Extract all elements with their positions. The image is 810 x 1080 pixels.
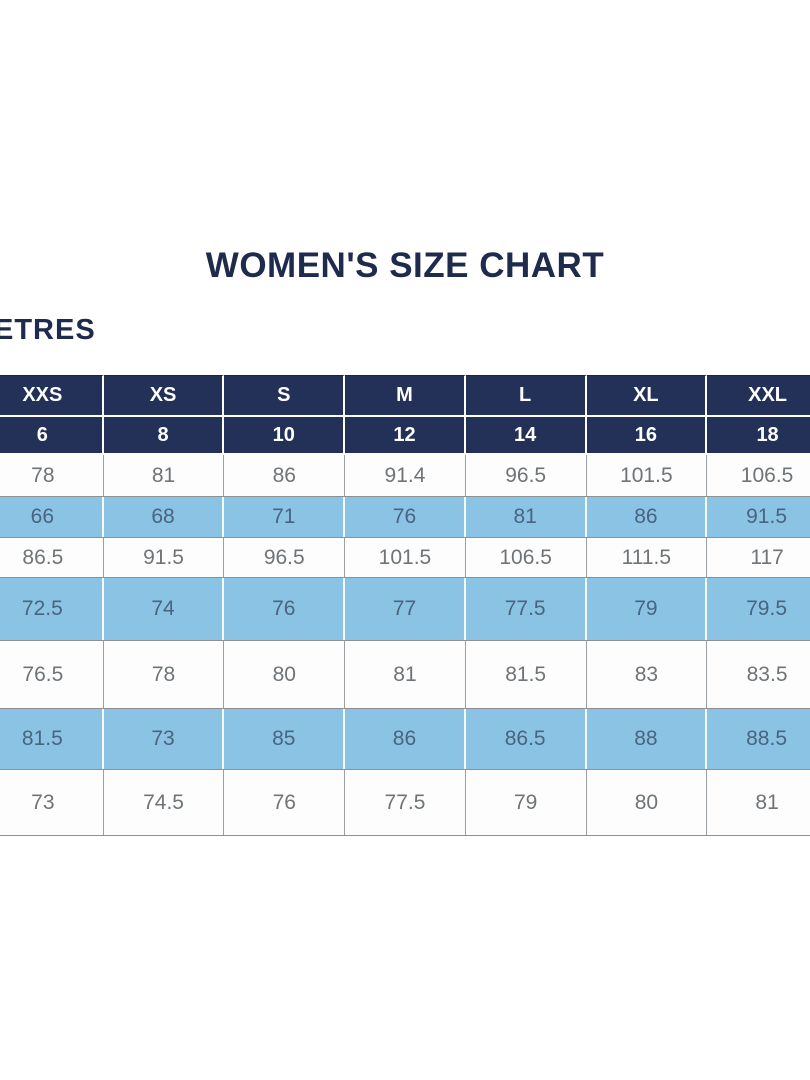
measurement-cell: 76.5 — [0, 641, 104, 708]
measurement-cell: 77.5 — [465, 578, 587, 640]
measurement-cell: 78 — [0, 455, 104, 496]
size-label-header-cell: XL — [586, 375, 708, 417]
size-label-header-cell: L — [465, 375, 587, 417]
measurement-cell: 91.4 — [345, 455, 466, 496]
measurement-cell: 74.5 — [103, 770, 225, 835]
numeric-size-header-cell: 18 — [707, 417, 810, 455]
measurement-row: 78 81 86 91.4 96.5 101.5 106.5 — [0, 455, 810, 497]
measurement-cell: 96.5 — [224, 538, 346, 577]
size-label-header-cell: S — [224, 375, 346, 417]
measurement-cell: 111.5 — [586, 538, 708, 577]
measurement-cell: 83 — [586, 641, 708, 708]
measurement-cell: 76 — [224, 578, 346, 640]
measurement-cell: 73 — [0, 770, 104, 835]
measurement-cell: 81 — [465, 497, 587, 537]
numeric-size-header-cell: 14 — [465, 417, 587, 455]
measurement-cell: 101.5 — [586, 455, 708, 496]
measurement-cell: 72.5 — [0, 578, 104, 640]
units-label: ETRES — [0, 314, 96, 346]
measurement-cell: 74 — [103, 578, 225, 640]
measurement-row: 72.5 74 76 77 77.5 79 79.5 — [0, 578, 810, 641]
numeric-size-header-cell: 16 — [586, 417, 708, 455]
size-chart-table: XXS XS S M L XL XXL 6 8 10 12 14 16 18 78 81 86 91.4 96.… — [0, 375, 810, 836]
measurement-cell: 68 — [103, 497, 225, 537]
measurement-row: 81.5 73 85 86 86.5 88 88.5 — [0, 709, 810, 770]
measurement-cell: 88.5 — [707, 709, 810, 769]
numeric-size-header-cell: 10 — [224, 417, 346, 455]
measurement-cell: 81.5 — [0, 709, 104, 769]
measurement-row: 86.5 91.5 96.5 101.5 106.5 111.5 117 — [0, 538, 810, 578]
measurement-cell: 76 — [345, 497, 466, 537]
measurement-cell: 66 — [0, 497, 104, 537]
measurement-cell: 79 — [586, 578, 708, 640]
measurement-cell: 77.5 — [345, 770, 466, 835]
measurement-cell: 79 — [465, 770, 587, 835]
measurement-cell: 91.5 — [103, 538, 225, 577]
measurement-cell: 86 — [586, 497, 708, 537]
size-label-header-cell: M — [345, 375, 466, 417]
measurement-cell: 79.5 — [707, 578, 810, 640]
size-table-body: 78 81 86 91.4 96.5 101.5 106.5 66 68 71 76 81 86 91.5… — [0, 455, 810, 836]
measurement-row: 73 74.5 76 77.5 79 80 81 — [0, 770, 810, 836]
measurement-cell: 101.5 — [345, 538, 466, 577]
measurement-cell: 71 — [224, 497, 346, 537]
measurement-cell: 81 — [103, 455, 225, 496]
measurement-cell: 96.5 — [465, 455, 587, 496]
measurement-cell: 81.5 — [465, 641, 587, 708]
measurement-cell: 81 — [707, 770, 810, 835]
measurement-cell: 81 — [345, 641, 466, 708]
numeric-size-header-cell: 8 — [103, 417, 225, 455]
size-label-header-cell: XS — [103, 375, 225, 417]
measurement-row: 66 68 71 76 81 86 91.5 — [0, 497, 810, 538]
measurement-cell: 86 — [224, 455, 346, 496]
measurement-cell: 106.5 — [465, 538, 587, 577]
measurement-cell: 86 — [345, 709, 466, 769]
measurement-cell: 85 — [224, 709, 346, 769]
measurement-cell: 80 — [586, 770, 708, 835]
measurement-cell: 106.5 — [707, 455, 810, 496]
size-labels-header-row: XXS XS S M L XL XXL — [0, 375, 810, 417]
numeric-size-header-cell: 12 — [345, 417, 466, 455]
measurement-cell: 73 — [103, 709, 225, 769]
measurement-cell: 117 — [707, 538, 810, 577]
measurement-cell: 78 — [103, 641, 225, 708]
measurement-cell: 91.5 — [707, 497, 810, 537]
measurement-cell: 76 — [224, 770, 346, 835]
measurement-cell: 80 — [224, 641, 346, 708]
size-label-header-cell: XXL — [707, 375, 810, 417]
measurement-cell: 86.5 — [465, 709, 587, 769]
measurement-row: 76.5 78 80 81 81.5 83 83.5 — [0, 641, 810, 709]
measurement-cell: 88 — [586, 709, 708, 769]
numeric-size-header-cell: 6 — [0, 417, 104, 455]
size-label-header-cell: XXS — [0, 375, 104, 417]
numeric-sizes-header-row: 6 8 10 12 14 16 18 — [0, 417, 810, 455]
measurement-cell: 83.5 — [707, 641, 810, 708]
measurement-cell: 86.5 — [0, 538, 104, 577]
page-title: WOMEN'S SIZE CHART — [205, 246, 605, 285]
measurement-cell: 77 — [345, 578, 466, 640]
